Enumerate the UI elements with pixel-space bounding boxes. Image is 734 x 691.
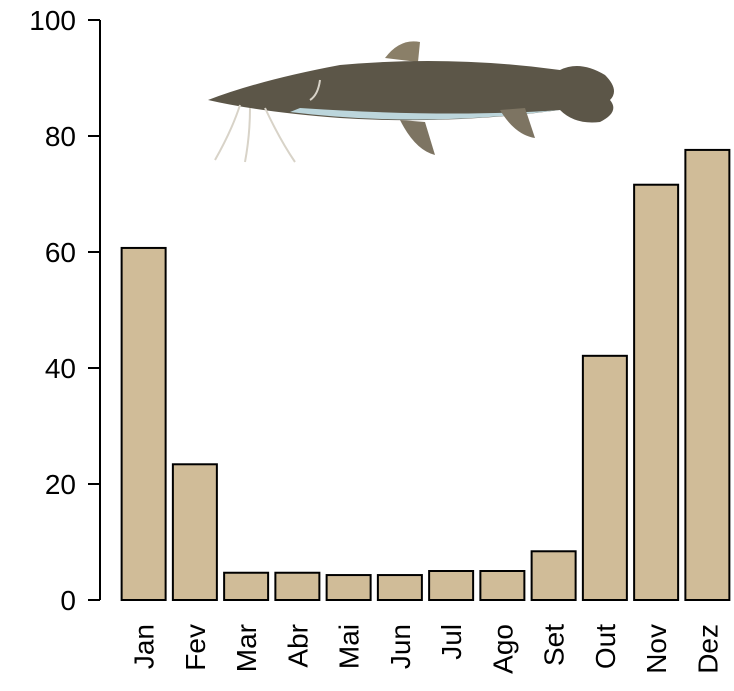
x-tick-label: Mar — [231, 624, 262, 672]
y-tick-label: 100 — [29, 5, 76, 36]
bar — [684, 148, 731, 601]
bar — [325, 574, 372, 601]
bar — [223, 571, 270, 601]
x-tick-label: Jul — [436, 624, 467, 660]
bar — [120, 246, 167, 601]
y-tick-label: 0 — [60, 585, 76, 616]
bar — [428, 570, 475, 601]
x-tick-label: Fev — [180, 624, 211, 671]
bar — [633, 183, 680, 601]
bar — [479, 570, 526, 601]
x-tick-label: Out — [590, 624, 621, 669]
x-tick-label: Mai — [334, 624, 365, 669]
y-tick-label: 80 — [45, 121, 76, 152]
x-tick-label: Abr — [282, 624, 313, 668]
bar — [376, 574, 423, 601]
y-tick-label: 20 — [45, 469, 76, 500]
bar — [530, 550, 577, 602]
bar — [171, 463, 218, 601]
x-tick-label: Nov — [641, 624, 672, 674]
y-tick-label: 40 — [45, 353, 76, 384]
y-tick-label: 60 — [45, 237, 76, 268]
bar — [274, 571, 321, 601]
x-tick-label: Jan — [129, 624, 160, 669]
bar — [581, 354, 628, 601]
x-tick-label: Ago — [487, 624, 518, 674]
x-tick-label: Dez — [692, 624, 723, 674]
x-tick-label: Jun — [385, 624, 416, 669]
fish-illustration — [208, 41, 614, 163]
x-tick-label: Set — [539, 624, 570, 666]
